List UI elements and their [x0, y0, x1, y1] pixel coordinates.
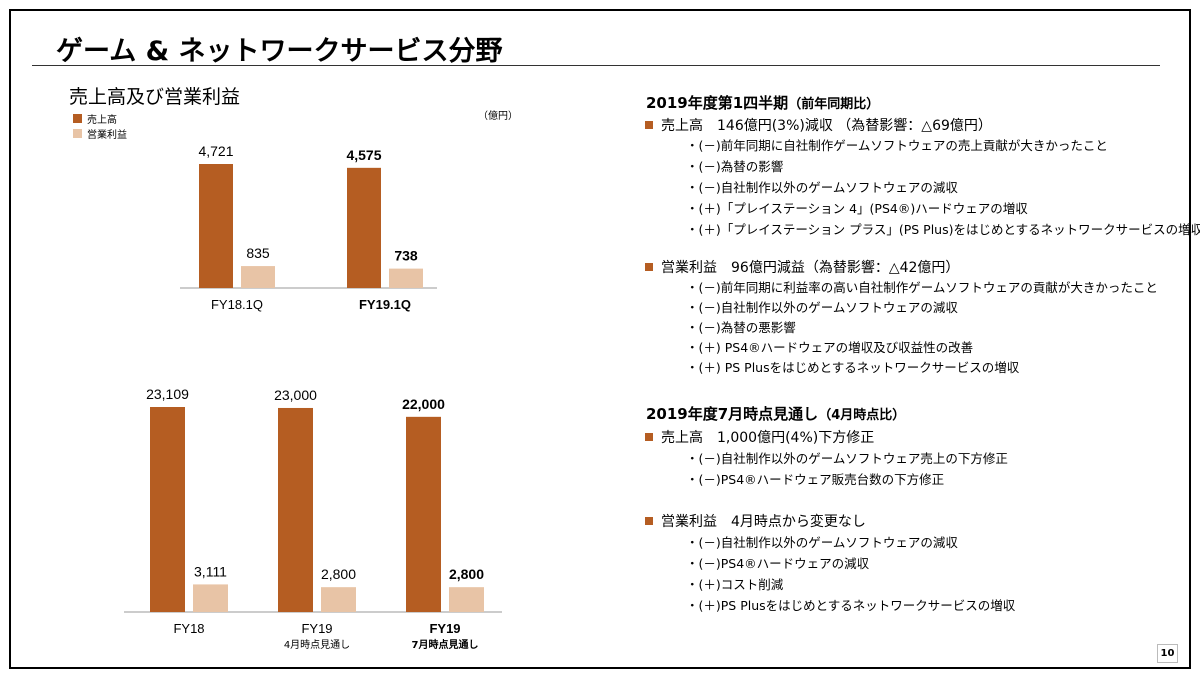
- page-number: 10: [1157, 644, 1178, 663]
- q1-op-item: ・(－)為替の悪影響: [686, 320, 796, 335]
- q1-sales-item: ・(－)前年同期に自社制作ゲームソフトウェアの売上貢献が大きかったこと: [686, 138, 1108, 153]
- bar-sales: [406, 416, 441, 612]
- fy-title: 2019年度7月時点見通し: [646, 405, 819, 423]
- fy-sales-head-text: 売上高 1,000億円(4%)下方修正: [661, 430, 875, 446]
- data-label: 2,800: [449, 566, 484, 582]
- data-label: 23,000: [274, 387, 317, 403]
- q1-section-title: 2019年度第1四半期（前年同期比）: [646, 92, 879, 113]
- fy-title-note: （4月時点比）: [818, 408, 906, 423]
- fy-op-heading: 営業利益 4月時点から変更なし: [645, 511, 866, 531]
- q1-op-item: ・(－)前年同期に利益率の高い自社制作ゲームソフトウェアの貢献が大きかったこと: [686, 280, 1158, 295]
- fy-op-item: ・(－)自社制作以外のゲームソフトウェアの減収: [686, 535, 958, 550]
- q1-title-note: （前年同期比）: [788, 97, 880, 112]
- legend-item-op: 営業利益: [73, 126, 127, 141]
- q1-op-head-text: 営業利益 96億円減益（為替影響：△42億円）: [661, 260, 960, 276]
- square-bullet-icon: [645, 433, 653, 441]
- q1-sales-item: ・(＋)「プレイステーション プラス」(PS Plus)をはじめとするネットワー…: [686, 222, 1200, 237]
- category-label: FY18: [173, 621, 204, 636]
- bar-sales: [199, 164, 233, 288]
- fy-sales-heading: 売上高 1,000億円(4%)下方修正: [645, 427, 874, 447]
- q1-sales-item: ・(＋)「プレイステーション 4」(PS4®)ハードウェアの増収: [686, 201, 1028, 216]
- bar-operating-income: [241, 266, 275, 288]
- slide: [9, 9, 1191, 669]
- data-label: 4,575: [346, 147, 381, 163]
- q1-sales-item: ・(－)為替の影響: [686, 159, 784, 174]
- q1-sales-head-text: 売上高 146億円(3%)減収 （為替影響：△69億円）: [661, 118, 992, 134]
- title-divider: [32, 65, 1160, 66]
- square-bullet-icon: [645, 121, 653, 129]
- q1-op-heading: 営業利益 96億円減益（為替影響：△42億円）: [645, 257, 959, 277]
- data-label: 2,800: [321, 566, 356, 582]
- data-label: 835: [246, 245, 270, 261]
- bar-sales: [150, 407, 185, 612]
- square-bullet-icon: [645, 517, 653, 525]
- q1-op-item: ・(－)自社制作以外のゲームソフトウェアの減収: [686, 300, 958, 315]
- fy-op-head-text: 営業利益 4月時点から変更なし: [661, 514, 866, 530]
- chart-title: 売上高及び営業利益: [69, 86, 241, 108]
- bar-operating-income: [389, 268, 423, 288]
- legend-swatch-op: [73, 129, 82, 138]
- legend-label-op: 営業利益: [87, 130, 127, 141]
- slide-title: ゲーム & ネットワークサービス分野: [56, 36, 503, 67]
- fy-op-item: ・(＋)PS Plusをはじめとするネットワークサービスの増収: [686, 598, 1016, 613]
- bar-sales: [278, 407, 313, 612]
- q1-op-item: ・(＋) PS4®ハードウェアの増収及び収益性の改善: [686, 340, 974, 355]
- bar-operating-income: [193, 584, 228, 612]
- category-label: FY19: [301, 621, 332, 636]
- bar-sales: [347, 167, 381, 288]
- legend-swatch-sales: [73, 114, 82, 123]
- bar-operating-income: [449, 587, 484, 612]
- bar-charts: 4,721 835 FY18.1Q 4,575 738 FY19.1Q 23,109 3,11…: [124, 143, 502, 651]
- category-label: FY19.1Q: [359, 297, 411, 312]
- fy-section-title: 2019年度7月時点見通し（4月時点比）: [646, 403, 905, 424]
- data-label: 738: [394, 248, 418, 264]
- category-sublabel: 7月時点見通し: [412, 638, 479, 651]
- data-label: 4,721: [198, 143, 233, 159]
- q1-sales-heading: 売上高 146億円(3%)減収 （為替影響：△69億円）: [645, 115, 992, 135]
- category-label: FY18.1Q: [211, 297, 263, 312]
- q1-title: 2019年度第1四半期: [646, 94, 789, 112]
- bar-operating-income: [321, 587, 356, 612]
- data-label: 23,109: [146, 386, 189, 402]
- q1-sales-item: ・(－)自社制作以外のゲームソフトウェアの減収: [686, 180, 958, 195]
- category-sublabel: 4月時点見通し: [284, 639, 350, 651]
- data-label: 22,000: [402, 396, 445, 412]
- legend-label-sales: 売上高: [87, 115, 117, 126]
- q1-op-item: ・(＋) PS Plusをはじめとするネットワークサービスの増収: [686, 360, 1020, 375]
- fy-op-item: ・(＋)コスト削減: [686, 577, 784, 592]
- square-bullet-icon: [645, 263, 653, 271]
- fy-sales-item: ・(－)自社制作以外のゲームソフトウェア売上の下方修正: [686, 451, 1008, 466]
- fy-op-item: ・(－)PS4®ハードウェアの減収: [686, 556, 870, 571]
- data-label: 3,111: [194, 563, 227, 579]
- category-label: FY19: [429, 621, 460, 636]
- chart-unit: （億円）: [478, 111, 518, 122]
- fy-sales-item: ・(－)PS4®ハードウェア販売台数の下方修正: [686, 472, 945, 487]
- legend-item-sales: 売上高: [73, 111, 117, 126]
